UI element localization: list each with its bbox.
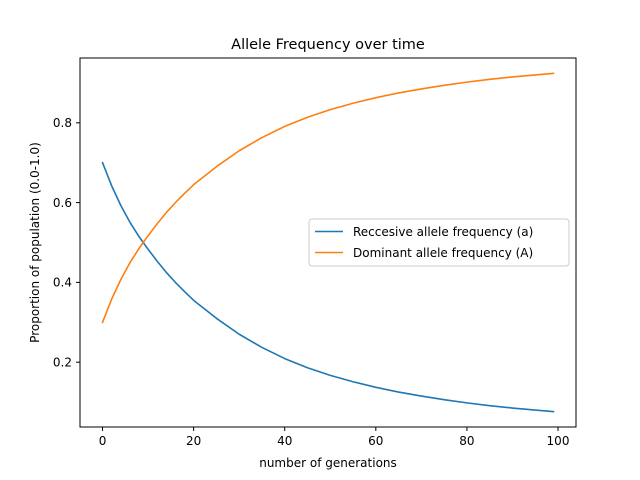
legend-box — [308, 218, 570, 267]
legend-label: Reccesive allele frequency (a) — [353, 225, 533, 239]
plot-frame — [79, 57, 577, 428]
y-tick-label: 0.8 — [53, 116, 72, 130]
y-tick-label: 0.4 — [53, 276, 72, 290]
x-tick-label: 60 — [368, 434, 383, 448]
series-line-recessive — [101, 161, 555, 413]
legend-label: Dominant allele frequency (A) — [353, 246, 533, 260]
series-layer — [101, 72, 555, 413]
x-tick-label: 80 — [459, 434, 474, 448]
y-tick-label: 0.2 — [53, 355, 72, 369]
y-axis: 0.2 0.4 0.6 0.8 — [53, 116, 80, 369]
x-axis: 0 20 40 60 80 100 — [99, 427, 570, 448]
y-axis-title: Proportion of population (0.0-1.0) — [28, 142, 42, 343]
x-tick-label: 20 — [186, 434, 201, 448]
series-line-dominant — [101, 72, 555, 324]
chart-title: Allele Frequency over time — [231, 37, 425, 53]
x-tick-label: 0 — [99, 434, 107, 448]
x-tick-label: 100 — [547, 434, 570, 448]
x-axis-title: number of generations — [259, 456, 397, 470]
legend: Reccesive allele frequency (a) Dominant a… — [308, 218, 570, 267]
x-tick-label: 40 — [277, 434, 292, 448]
y-tick-label: 0.6 — [53, 196, 72, 210]
